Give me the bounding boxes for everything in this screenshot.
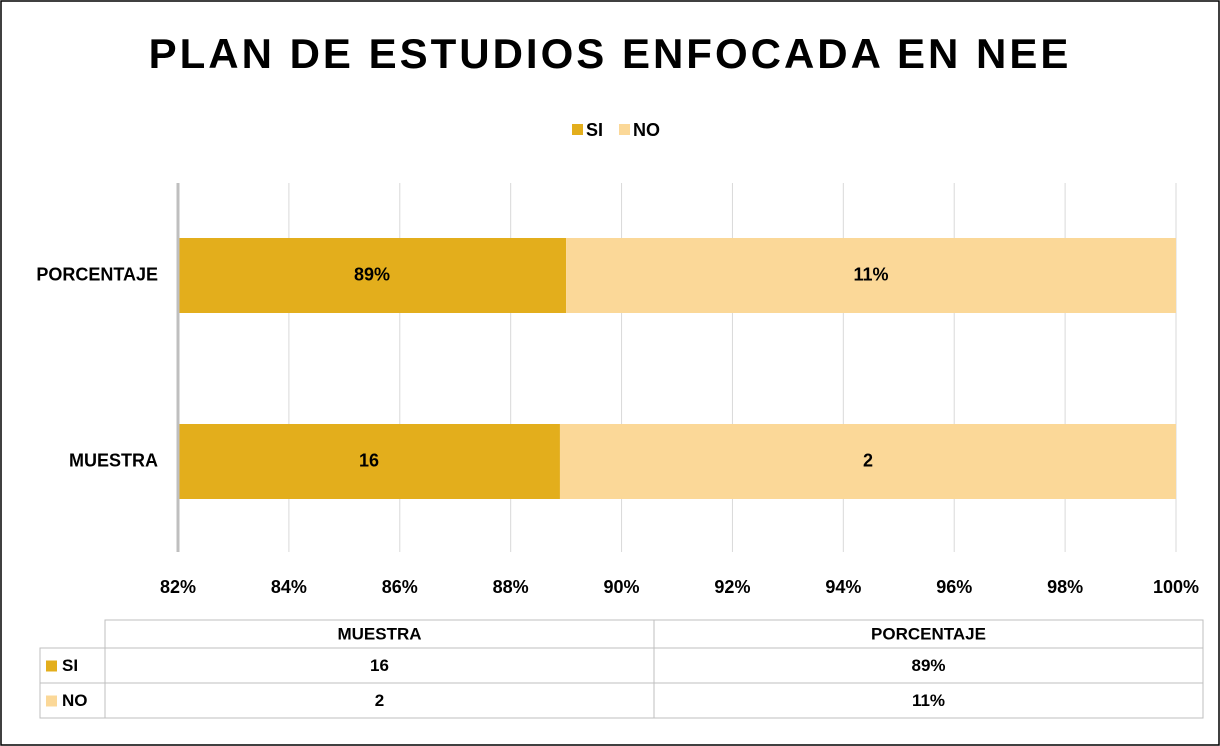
bar — [178, 424, 560, 499]
x-tick-label: 86% — [382, 577, 418, 597]
table-header: MUESTRA — [337, 624, 421, 643]
table-value: 89% — [911, 656, 945, 675]
table-swatch — [46, 660, 57, 672]
legend-swatch — [572, 124, 583, 135]
legend-label: SI — [586, 120, 603, 140]
x-tick-label: 82% — [160, 577, 196, 597]
data-label: 2 — [863, 450, 873, 470]
data-label: 89% — [354, 264, 390, 284]
legend-swatch — [619, 124, 631, 135]
x-tick-label: 90% — [604, 577, 640, 597]
table-row-label: SI — [62, 656, 78, 675]
y-tick-label: MUESTRA — [69, 450, 158, 470]
table-value: 11% — [912, 691, 945, 710]
x-tick-label: 88% — [493, 577, 529, 597]
x-tick-label: 84% — [271, 577, 307, 597]
x-tick-label: 96% — [936, 577, 972, 597]
data-label: 16 — [359, 450, 379, 470]
x-tick-label: 94% — [825, 577, 861, 597]
bar — [566, 238, 1176, 313]
x-tick-label: 98% — [1047, 577, 1083, 597]
legend-label: NO — [633, 120, 660, 140]
bar — [559, 424, 1176, 499]
y-tick-label: PORCENTAJE — [36, 264, 158, 284]
table-header: PORCENTAJE — [871, 624, 986, 643]
x-tick-label: 92% — [714, 577, 750, 597]
data-label: 11% — [854, 264, 889, 284]
chart-title: PLAN DE ESTUDIOS ENFOCADA EN NEE — [149, 30, 1072, 77]
bar — [178, 238, 567, 313]
table-value: 16 — [370, 656, 389, 675]
x-tick-label: 100% — [1153, 577, 1199, 597]
table-row-label: NO — [62, 691, 88, 710]
table-cell — [653, 682, 1204, 719]
table-value: 2 — [375, 691, 384, 710]
table-swatch — [46, 695, 57, 707]
